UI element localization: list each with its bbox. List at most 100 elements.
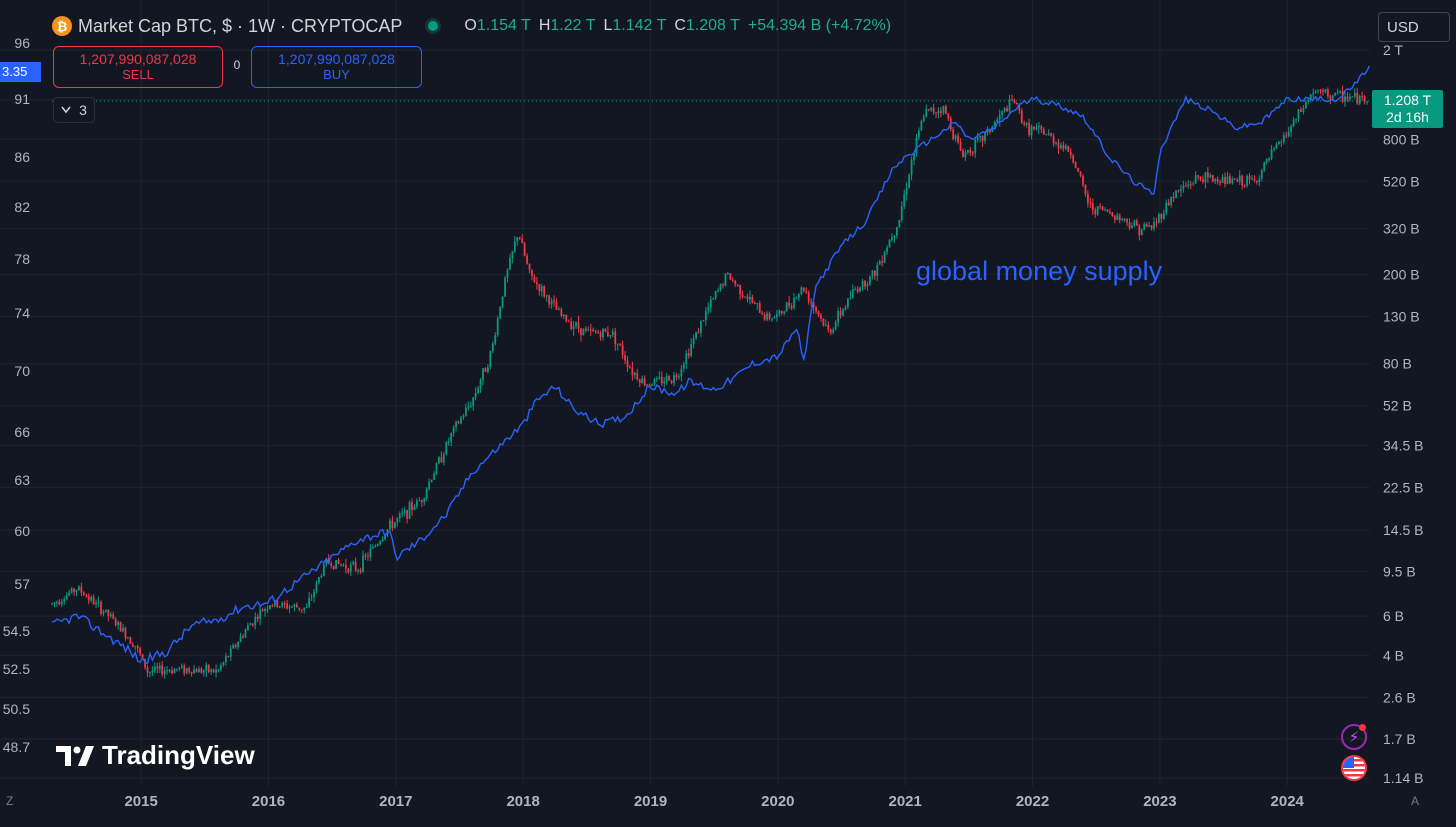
candle-body xyxy=(300,609,303,611)
candle-body xyxy=(122,627,124,632)
candle-body xyxy=(1282,135,1285,142)
candle-body xyxy=(232,645,235,649)
sell-label: SELL xyxy=(122,67,154,82)
candle-body xyxy=(1312,93,1315,95)
candle-body xyxy=(871,270,874,277)
candle-body xyxy=(614,331,617,345)
last-price-tag: 1.208 T 2d 16h xyxy=(1372,90,1443,128)
money-supply-annotation[interactable]: global money supply xyxy=(916,256,1163,286)
candle-body xyxy=(807,292,810,302)
candle-body xyxy=(846,298,849,308)
candle-body xyxy=(315,582,318,592)
y-left-tick-label: 66 xyxy=(14,424,30,440)
candle-body xyxy=(526,255,528,264)
candle-body xyxy=(839,311,842,316)
candle-body xyxy=(1033,126,1035,130)
y-right-tick-label: 80 B xyxy=(1383,356,1412,372)
candle-body xyxy=(185,668,188,674)
candle-body xyxy=(139,648,142,655)
x-tick-label: 2022 xyxy=(1016,793,1049,810)
time-axis[interactable]: 2015 2016 2017 2018 2019 2020 2021 2022 2023 2024 xyxy=(124,793,1304,810)
candle-body xyxy=(127,637,129,639)
spread-value: 0 xyxy=(233,58,241,72)
y-left-tick-label: 96 xyxy=(14,35,30,51)
alerts-button[interactable]: ⚡ xyxy=(1341,724,1367,750)
candle-body xyxy=(452,427,455,434)
candle-body xyxy=(1260,170,1263,179)
candle-body xyxy=(810,301,813,303)
candle-body xyxy=(269,605,271,609)
candle-body xyxy=(371,547,374,549)
candle-body xyxy=(109,614,112,616)
candle-body xyxy=(484,368,487,372)
candle-body xyxy=(1023,122,1026,125)
candle-body xyxy=(1182,185,1185,189)
candle-body xyxy=(1082,175,1084,185)
candle-body xyxy=(1216,178,1219,182)
candle-body xyxy=(736,284,739,286)
y-right-tick-label: 320 B xyxy=(1383,221,1420,237)
candle-body xyxy=(85,595,88,597)
candle-body xyxy=(812,302,815,308)
candle-body xyxy=(1346,96,1349,100)
candle-body xyxy=(1324,89,1327,92)
candle-body xyxy=(467,406,470,408)
candle-body xyxy=(1233,178,1236,180)
auto-scale-button[interactable]: A xyxy=(1411,794,1420,808)
candle-body xyxy=(638,379,641,384)
tradingview-logo[interactable]: TradingView xyxy=(56,740,255,771)
candle-body xyxy=(166,670,168,672)
close-label: C xyxy=(674,17,686,34)
candle-body xyxy=(761,312,764,315)
candle-body xyxy=(1285,135,1288,137)
candle-body xyxy=(516,237,519,242)
chart-title[interactable]: Market Cap BTC, $ · 1W · CRYPTOCAP xyxy=(78,15,403,36)
candle-body xyxy=(1263,162,1266,171)
sell-button[interactable]: 1,207,990,087,028 SELL xyxy=(53,46,223,88)
candle-body xyxy=(1273,148,1275,150)
candle-body xyxy=(577,322,580,329)
candle-body xyxy=(680,368,683,377)
us-flag-icon xyxy=(1343,757,1365,779)
candle-body xyxy=(719,284,722,290)
candle-body xyxy=(78,586,80,590)
candle-body xyxy=(374,545,377,548)
market-status-icon[interactable] xyxy=(428,21,439,31)
candle-body xyxy=(714,291,717,299)
candle-body xyxy=(619,343,622,345)
close-value: 1.208 T xyxy=(685,17,740,34)
candle-body xyxy=(1047,133,1050,135)
candle-body xyxy=(1089,202,1092,204)
candle-body xyxy=(653,379,656,385)
left-price-axis[interactable]: 96 91 86 82 78 74 70 66 63 60 57 54.5 52.5 50.5 48.7 xyxy=(3,35,30,755)
candle-body xyxy=(251,623,254,626)
candle-body xyxy=(570,321,573,329)
left-corner-label[interactable]: Z xyxy=(6,794,14,808)
candle-body xyxy=(616,343,619,345)
candle-body xyxy=(849,297,852,299)
sell-price: 1,207,990,087,028 xyxy=(79,51,197,67)
candle-body xyxy=(337,559,340,564)
candle-body xyxy=(646,384,648,386)
candle-body xyxy=(1275,144,1278,149)
candle-body xyxy=(795,297,798,299)
us-flag-button[interactable] xyxy=(1341,755,1367,781)
candle-body xyxy=(1211,175,1214,182)
candle-body xyxy=(602,328,604,338)
x-tick-label: 2020 xyxy=(761,793,794,810)
candle-body xyxy=(376,544,379,546)
candle-body xyxy=(420,500,423,502)
indicators-collapse-button[interactable]: 3 xyxy=(53,97,95,123)
candle-body xyxy=(1160,214,1163,219)
candle-body xyxy=(322,564,325,576)
y-right-tick-label: 6 B xyxy=(1383,608,1404,624)
candle-body xyxy=(352,561,355,565)
currency-select[interactable]: USD xyxy=(1378,12,1450,42)
buy-button[interactable]: 1,207,990,087,028 BUY xyxy=(251,46,422,88)
candle-body xyxy=(291,606,293,608)
candle-body xyxy=(817,311,820,316)
tradingview-logo-icon xyxy=(56,745,94,766)
candle-body xyxy=(1180,188,1182,191)
candle-body xyxy=(310,597,313,599)
